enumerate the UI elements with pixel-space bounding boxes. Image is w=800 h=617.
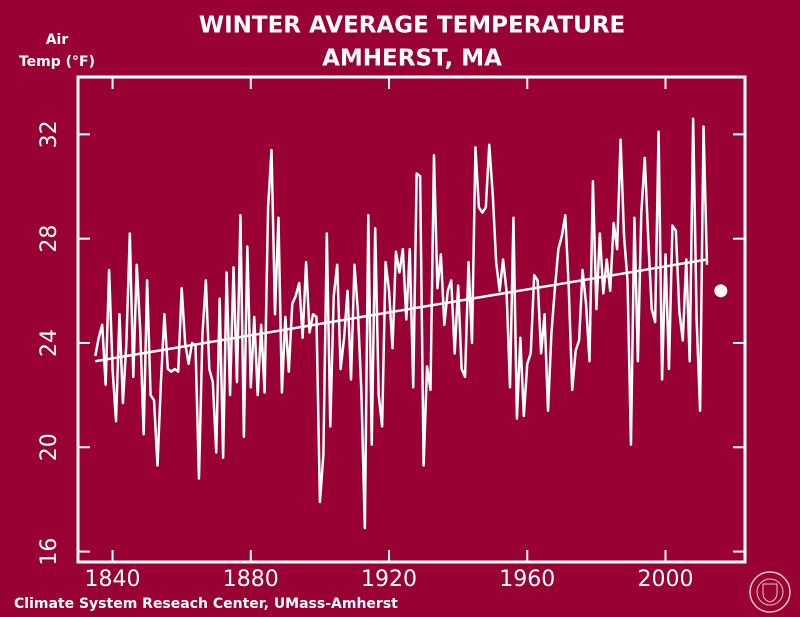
x-tick-label: 1880 [223,567,279,592]
trend-line [95,258,708,363]
y-axis-label: Air [46,32,69,48]
x-tick-label: 1920 [361,567,417,592]
y-tick-label: 24 [37,329,62,357]
footer: Climate System Reseach Center, UMass-Amh… [14,596,398,612]
x-tick-label: 1840 [85,567,141,592]
plot-frame [76,75,747,564]
y-axis-label: Temp (°F) [19,54,95,70]
chart-title: WINTER AVERAGE TEMPERATURE [199,13,626,39]
x-tick-label: 2000 [638,567,694,592]
marker [714,284,728,298]
x-tick-label: 1960 [499,567,555,592]
y-tick-label: 20 [37,433,62,461]
y-tick-label: 32 [37,120,62,148]
y-tick-label: 28 [37,225,62,253]
y-tick-label: 16 [37,538,62,566]
chart-title: AMHERST, MA [322,46,502,72]
seal [749,571,791,613]
